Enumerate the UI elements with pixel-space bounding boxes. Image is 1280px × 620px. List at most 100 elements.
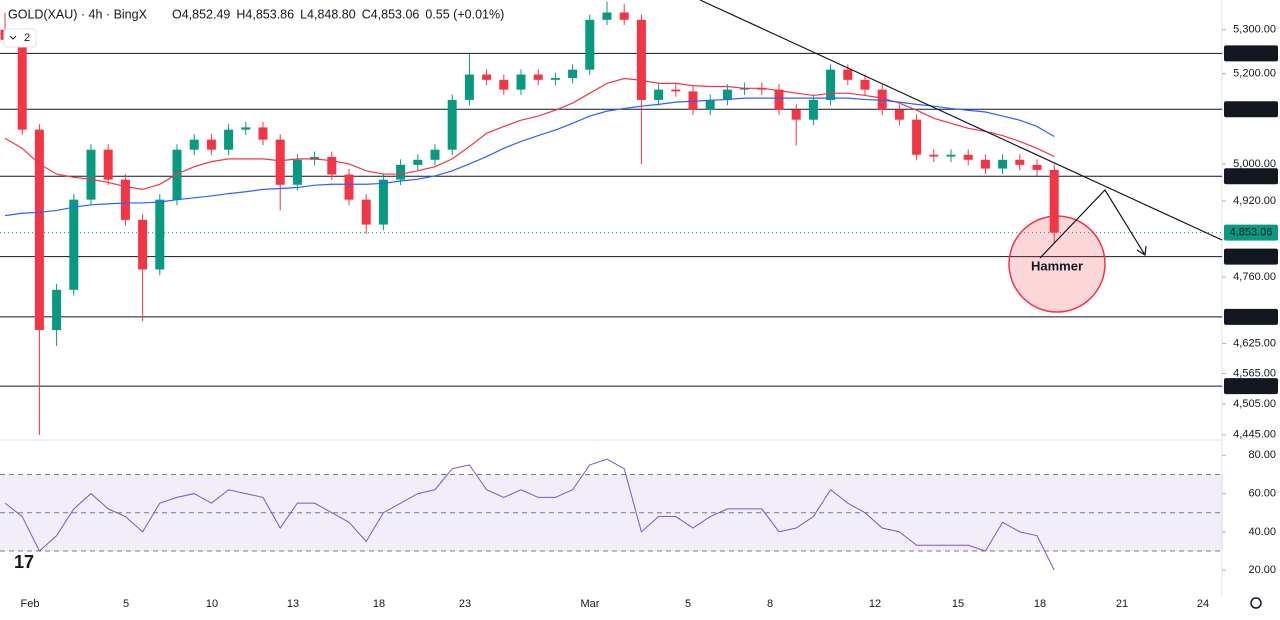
price-label: 4,802.72 [1230,251,1273,263]
candle-body [808,99,818,120]
candle-body [843,69,853,80]
candle-body [396,164,406,180]
logo: 17 [14,552,34,572]
price-label-box [1224,308,1278,325]
candle-body [224,129,234,150]
projection-arrow [1039,189,1146,259]
candle-body [550,78,560,80]
ohlc-value: L4,848.80 [300,7,356,21]
x-tick-label: 18 [373,598,385,610]
x-tick-label: 5 [685,598,691,610]
price-label: 4,540.03 [1230,380,1273,392]
x-tick-label: 24 [1197,598,1209,610]
candle-body [585,19,595,70]
candle-body [52,289,62,331]
rsi-line [4,458,1055,571]
candle-body [1015,159,1025,165]
candle-body [791,109,801,120]
candle-body [430,149,440,160]
y-tick-label: 4,565.00 [1233,367,1276,379]
y-tick-label: 5,000.00 [1233,158,1276,170]
candle-body [86,149,96,200]
candle-body [499,79,509,90]
candle-body [1032,164,1042,170]
price-label-box [1224,224,1278,241]
price-label: 4,973.37 [1230,170,1273,182]
candle-body [946,154,956,157]
candle-body [688,91,698,110]
settings-icon[interactable] [1250,597,1262,609]
trend-line [699,0,1223,241]
candle-body [980,159,990,169]
candle-body [344,174,354,200]
x-tick-label: Feb [21,598,40,610]
indicator-toggle[interactable] [3,28,37,48]
candle-body [722,89,732,100]
price-label-box [1224,45,1278,62]
arrow-head [1136,245,1147,257]
x-tick-label: 18 [1034,598,1046,610]
candle-body [464,74,474,100]
candle-body [447,99,457,150]
candle-body [241,127,251,130]
candle-body [34,129,44,331]
candle-body [912,119,922,155]
candle-body [103,149,113,180]
price-label-box [1224,378,1278,395]
candle-body [929,154,939,157]
candle-body [877,89,887,110]
price-label: 5,245.85 [1230,47,1273,59]
candle-body [378,179,388,225]
price-label: 5,120.19 [1230,103,1273,115]
x-tick-label: 5 [123,598,129,610]
candle-body [275,139,285,185]
ohlc-value: H4,853.86 [236,7,294,21]
candle-body [292,159,302,185]
indicator-count[interactable]: 2 [24,32,30,44]
hammer-circle [1008,215,1106,313]
candle-body [774,89,784,110]
rsi-tick-label: 20.00 [1248,564,1276,576]
chart-title: GOLD(XAU) · 4h · BingX [8,7,148,21]
x-tick-label: 8 [767,598,773,610]
price-label: 4,678.59 [1230,311,1273,323]
rsi-tick-label: 60.00 [1248,487,1276,499]
y-tick-label: 4,445.00 [1233,429,1276,441]
x-tick-label: 10 [206,598,218,610]
candle-body [998,159,1008,169]
x-tick-label: 13 [287,598,299,610]
rsi-tick-label: 80.00 [1248,449,1276,461]
ohlc-value: O4,852.49 [172,7,230,21]
ohlc-value: C4,853.06 [362,7,420,21]
x-tick-label: 15 [952,598,964,610]
price-label-box [1224,248,1278,265]
candle-body [516,74,526,90]
candle-body [69,199,79,290]
y-tick-label: 4,760.00 [1233,271,1276,283]
y-tick-label: 4,505.00 [1233,398,1276,410]
candle-body [671,89,681,92]
price-label-box [1224,168,1278,185]
candle-body [602,12,612,20]
y-tick-label: 5,200.00 [1233,68,1276,80]
moving-average [4,97,1055,217]
candle-body [636,19,646,100]
candle-body [155,199,165,270]
candle-body [533,74,543,80]
candle-body [327,157,337,175]
chevron [9,35,17,40]
candle-body [120,179,130,220]
candle-body [963,154,973,160]
y-tick-label: 4,920.00 [1233,195,1276,207]
candle-body [619,12,629,20]
candle-body [894,109,904,120]
candle-body [258,127,268,140]
candle-body [361,199,371,225]
candle-body [826,69,836,100]
candle-body [413,159,423,165]
x-tick-label: 23 [459,598,471,610]
moving-average [4,77,1055,191]
rsi-tick-label: 40.00 [1248,526,1276,538]
x-tick-label: 21 [1116,598,1128,610]
